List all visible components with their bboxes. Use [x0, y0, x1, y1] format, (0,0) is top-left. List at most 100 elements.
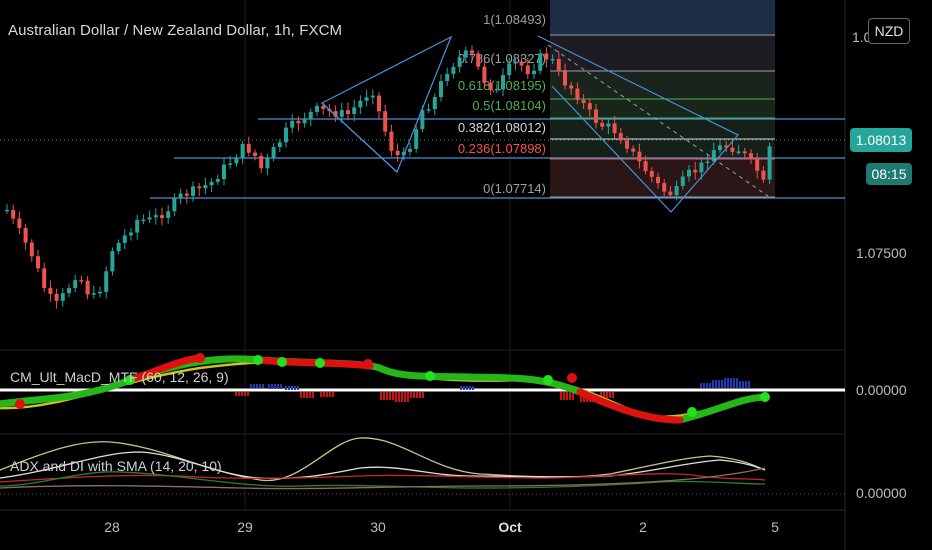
macd-cross-dot — [195, 353, 205, 363]
adx-lines — [0, 437, 766, 490]
rhombus-diagonal — [321, 102, 398, 173]
macd-histogram-bar — [413, 392, 415, 398]
macd-histogram-bar — [250, 384, 252, 388]
macd-histogram-bar — [277, 384, 279, 389]
candle-body — [532, 70, 536, 75]
candle-body — [29, 242, 34, 257]
candle-body — [11, 209, 16, 219]
macd-label[interactable]: CM_Ult_MacD_MTF (60, 12, 26, 9) — [10, 369, 229, 385]
macd-histogram-bar — [274, 384, 276, 389]
macd-histogram-bar — [291, 386, 293, 390]
macd-histogram-bar — [285, 386, 287, 390]
macd-histogram-bar — [238, 392, 240, 396]
adx-label[interactable]: ADX and DI with SMA (14, 20, 10) — [10, 458, 222, 474]
candle-body — [494, 89, 499, 91]
macd-histogram-bar — [303, 392, 305, 398]
macd-histogram-bar — [603, 392, 605, 398]
candle-body — [85, 280, 90, 295]
fib-zone-1 — [550, 35, 775, 71]
candle-body — [203, 185, 208, 189]
macd-histogram-bar — [709, 383, 711, 388]
candle-body — [662, 183, 667, 192]
candle-body — [730, 147, 735, 152]
macd-histogram-bar — [730, 378, 732, 388]
candle-body — [178, 193, 183, 198]
time-label-oct: Oct — [498, 519, 522, 535]
candle-body — [265, 158, 270, 169]
macd-histogram-bar — [329, 392, 331, 397]
candle-body — [122, 235, 127, 243]
fib-label-0: 0(1.07714) — [483, 181, 546, 196]
macd-histogram-bar — [262, 384, 264, 388]
candle-body — [253, 152, 257, 156]
candle-body — [761, 170, 766, 180]
price-axis-top-label: 1.0 — [852, 29, 872, 45]
candle-body — [135, 219, 140, 233]
candle-body — [141, 219, 146, 222]
candle-body — [693, 169, 698, 173]
macd-histogram-bar — [288, 386, 290, 390]
candle-body — [333, 111, 338, 117]
fib-label-1: 1(1.08493) — [483, 12, 546, 27]
macd-histogram-bar — [472, 386, 474, 390]
macd-histogram-bar — [469, 386, 471, 390]
candle-body — [290, 120, 295, 128]
candle-body — [470, 50, 474, 54]
candle-body — [699, 162, 704, 173]
candle-body — [563, 70, 567, 86]
candle-body — [594, 109, 598, 123]
macd-histogram-bar — [306, 392, 308, 398]
fib-label-0382: 0.382(1.08012) — [458, 120, 546, 135]
rhombus-pattern-right[interactable] — [537, 35, 739, 213]
macd-histogram-bar — [748, 381, 750, 388]
time-label-5: 5 — [771, 519, 779, 535]
candle-body — [116, 242, 121, 252]
countdown-badge: 08:15 — [866, 163, 912, 185]
macd-cross-dot — [363, 359, 373, 369]
candle-body — [5, 209, 9, 212]
candle-body — [259, 155, 264, 169]
macd-cross-dot — [543, 375, 553, 385]
candle-body — [296, 120, 301, 124]
candle-body — [538, 53, 543, 71]
macd-histogram-bar — [380, 392, 382, 400]
macd-histogram-bar — [395, 392, 397, 402]
time-label-2: 2 — [639, 519, 647, 535]
candle-body — [104, 271, 109, 292]
macd-cross-dot — [567, 373, 577, 383]
macd-histogram-bar — [718, 380, 720, 388]
macd-histogram-bar — [280, 384, 282, 389]
macd-histogram-bar — [383, 392, 385, 400]
candle-body — [569, 85, 574, 89]
macd-histogram-bar — [247, 392, 249, 396]
macd-histogram-bar — [256, 384, 258, 388]
candle-body — [23, 228, 28, 243]
candle-body — [606, 123, 611, 127]
macd-histogram-bar — [419, 392, 421, 398]
candle-body — [625, 140, 629, 149]
fib-zone-top — [550, 0, 775, 35]
candle-body — [364, 97, 369, 101]
currency-badge[interactable]: NZD — [868, 18, 910, 44]
macd-cross-dot — [15, 399, 25, 409]
candle-body — [284, 127, 288, 143]
candle-body — [36, 256, 40, 269]
macd-histogram-bar — [600, 392, 602, 398]
macd-histogram-bar — [404, 392, 406, 402]
candle-body — [742, 151, 747, 154]
macd-histogram-bar — [736, 381, 738, 388]
macd-histogram-bar — [401, 392, 403, 402]
macd-line-red-segment-3 — [576, 388, 684, 424]
macd-histogram-bar — [241, 392, 243, 396]
macd-histogram-bar — [700, 383, 702, 388]
chart-title[interactable]: Australian Dollar / New Zealand Dollar, … — [8, 22, 343, 39]
adx-zero-label: 0.00000 — [856, 485, 907, 501]
candle-body — [91, 293, 96, 295]
candle-body — [637, 151, 642, 162]
candle-body — [358, 100, 363, 108]
fib-zone-2 — [550, 71, 775, 99]
candle-body — [160, 215, 164, 219]
candle-body — [339, 110, 344, 117]
candle-body — [60, 293, 65, 301]
